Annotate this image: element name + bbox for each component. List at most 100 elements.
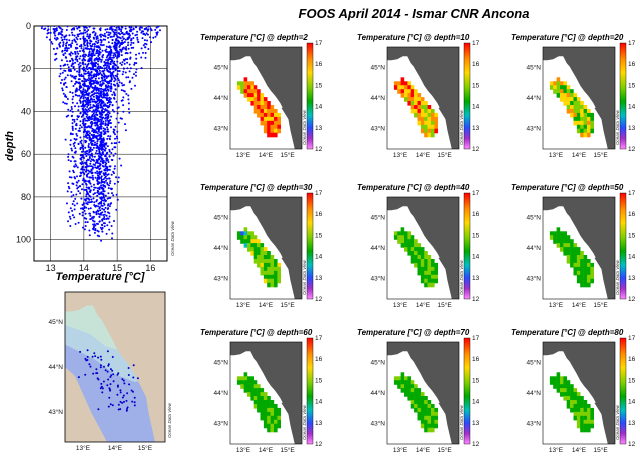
- profile-point: [94, 100, 97, 103]
- temperature-cell: [573, 396, 578, 401]
- profile-point: [147, 28, 149, 31]
- panel-island: [591, 384, 596, 392]
- panel-frame: [229, 341, 303, 445]
- profile-point: [128, 63, 131, 66]
- temperature-cell: [434, 262, 438, 268]
- station-dot: [95, 368, 98, 371]
- temperature-cell: [570, 109, 574, 114]
- profile-point: [65, 29, 68, 31]
- profile-point: [106, 126, 109, 129]
- temperature-cell: [267, 262, 271, 268]
- profile-point: [60, 36, 63, 39]
- temperature-cell: [263, 266, 268, 272]
- temperature-cell: [427, 415, 432, 421]
- temperature-cell: [566, 404, 571, 409]
- profile-point: [106, 197, 109, 200]
- temperature-cell: [424, 105, 428, 110]
- colorbar-tick-label: 12: [628, 146, 636, 153]
- profile-point: [69, 109, 72, 112]
- profile-point: [111, 192, 113, 195]
- lat-label: 44°N: [213, 244, 228, 252]
- profile-point: [93, 231, 96, 234]
- temperature-cell: [573, 270, 578, 276]
- temperature-cell: [274, 282, 278, 288]
- profile-point: [101, 79, 104, 82]
- profile-point: [76, 94, 79, 97]
- temperature-cell: [560, 243, 564, 248]
- profile-point: [94, 118, 97, 121]
- temperature-cell: [250, 101, 254, 106]
- temperature-cell: [563, 243, 567, 248]
- profile-point: [66, 202, 68, 205]
- profile-point: [84, 146, 87, 149]
- panel-land-east: [387, 342, 459, 444]
- temperature-cell: [404, 239, 408, 244]
- profile-point: [97, 212, 100, 215]
- panel-island: [423, 366, 428, 375]
- temperature-cell: [270, 124, 275, 130]
- temperature-cell: [576, 270, 581, 276]
- profile-point: [144, 52, 147, 54]
- profile-point: [94, 229, 97, 232]
- temperature-cell: [431, 112, 435, 118]
- temperature-cell: [427, 270, 432, 276]
- profile-point: [84, 161, 87, 164]
- panel-island: [266, 221, 271, 230]
- profile-point: [112, 194, 115, 197]
- profile-point: [98, 177, 101, 180]
- station-dot: [116, 393, 119, 396]
- profile-point: [127, 44, 129, 47]
- lon-label: 14°E: [572, 151, 587, 159]
- temperature-cell: [587, 270, 591, 276]
- profile-point: [95, 88, 98, 91]
- temperature-cell: [397, 239, 401, 244]
- temperature-cell: [393, 231, 398, 236]
- temperature-cell: [414, 89, 418, 94]
- station-dot: [132, 390, 134, 393]
- temperature-cell: [590, 419, 594, 425]
- station-dot: [97, 408, 100, 411]
- profile-point: [118, 141, 121, 144]
- station-dot: [126, 408, 128, 410]
- profile-point: [94, 116, 97, 119]
- temperature-cell: [417, 262, 422, 268]
- temperature-cell: [257, 255, 261, 260]
- profile-point: [133, 62, 136, 64]
- profile-point: [100, 91, 103, 93]
- temperature-cell: [420, 128, 425, 134]
- temperature-cell: [260, 407, 265, 413]
- temperature-cell: [424, 274, 428, 280]
- temperature-cell: [587, 266, 591, 272]
- temperature-cell: [263, 423, 268, 429]
- temperature-cell: [556, 235, 561, 240]
- temperature-cell: [410, 235, 415, 240]
- profile-point: [73, 216, 76, 219]
- profile-point: [76, 38, 79, 41]
- profile-point: [63, 78, 66, 81]
- temperature-cell: [431, 411, 435, 417]
- profile-point: [72, 142, 75, 145]
- temperature-cell: [407, 396, 411, 401]
- panel-watermark: Ocean Data View: [615, 109, 620, 145]
- temperature-cell: [414, 93, 418, 98]
- panel-frame: [229, 46, 303, 150]
- profile-point: [102, 111, 105, 114]
- profile-point: [114, 152, 117, 155]
- profile-point: [107, 36, 109, 39]
- profile-point: [102, 199, 105, 202]
- profile-point: [111, 232, 114, 235]
- temperature-cell: [267, 400, 271, 405]
- profile-point: [120, 164, 123, 167]
- temperature-cell: [431, 415, 435, 421]
- temperature-cell: [247, 93, 251, 98]
- profile-point: [85, 186, 88, 189]
- panel-island: [579, 366, 584, 375]
- profile-point: [152, 36, 155, 39]
- profile-point: [93, 37, 95, 40]
- temperature-cell: [274, 427, 278, 433]
- profile-point: [119, 33, 121, 36]
- profile-point: [94, 63, 97, 66]
- temperature-cell: [563, 251, 567, 256]
- profile-point: [102, 222, 105, 225]
- profile-point: [65, 44, 67, 47]
